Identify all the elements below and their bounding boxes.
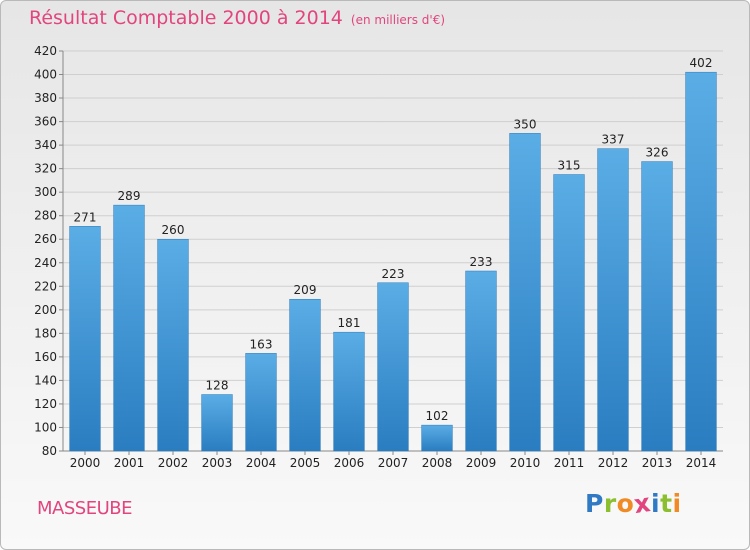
y-tick-label: 220 [34,279,57,293]
x-tick-label-2001: 2001 [114,456,145,470]
x-tick-label-2003: 2003 [202,456,233,470]
data-label-2007: 223 [382,267,405,281]
logo-letter: t [660,489,673,518]
chart-subtitle: (en milliers d'€) [350,13,446,27]
data-label-2011: 315 [558,159,581,173]
data-label-2014: 402 [690,56,713,70]
bar-2003 [201,394,233,452]
bar-2013 [641,161,673,452]
data-label-2000: 271 [74,210,97,224]
logo-letter: i [651,489,661,518]
data-label-2002: 260 [162,223,185,237]
data-label-2010: 350 [514,117,537,131]
commune-name: MASSEUBE [37,498,132,519]
y-tick-label: 180 [34,326,57,340]
bar-2001 [113,204,145,452]
y-tick-label: 340 [34,138,57,152]
data-label-2006: 181 [338,316,361,330]
bar-2005 [289,298,321,452]
chart-title-text: Résultat Comptable 2000 à 2014 [29,7,343,29]
x-tick-label-2013: 2013 [642,456,673,470]
data-label-2003: 128 [206,379,229,393]
y-tick-label: 240 [34,256,57,270]
y-tick-label: 120 [34,397,57,411]
data-label-2001: 289 [118,189,141,203]
bar-2004 [245,353,277,452]
y-tick-label: 400 [34,68,57,82]
data-label-2008: 102 [426,409,449,423]
x-tick-label-2000: 2000 [70,456,101,470]
x-tick-label-2006: 2006 [334,456,365,470]
y-tick-label: 80 [42,444,57,458]
x-tick-label-2009: 2009 [466,456,497,470]
y-tick-label: 420 [34,44,57,58]
x-tick-label-2014: 2014 [686,456,717,470]
x-tick-label-2007: 2007 [378,456,409,470]
data-label-2012: 337 [602,133,625,147]
chart-title: Résultat Comptable 2000 à 2014 (en millie… [29,7,445,29]
data-label-2005: 209 [294,283,317,297]
bar-2009 [465,270,497,452]
bar-2002 [157,238,189,452]
data-label-2009: 233 [470,255,493,269]
y-tick-label: 140 [34,373,57,387]
y-tick-label: 320 [34,162,57,176]
y-tick-label: 200 [34,303,57,317]
bar-2011 [553,174,585,452]
y-tick-label: 260 [34,232,57,246]
data-label-2013: 326 [646,146,669,160]
x-tick-label-2010: 2010 [510,456,541,470]
logo-letter: r [603,489,617,518]
x-tick-label-2004: 2004 [246,456,277,470]
y-axis: 80 100 120 140 160 180 200 220 240 260 280 300 320 34… [34,44,723,458]
bars: 271 289 260 128 163 209 181 223 102 233 350 315 337 3… [69,56,717,452]
x-tick-label-2012: 2012 [598,456,629,470]
y-tick-label: 380 [34,91,57,105]
bar-2014 [685,71,717,452]
proxiti-logo: Proxiti [585,487,682,520]
bar-2000 [69,226,101,452]
logo-letter: o [616,489,635,518]
bar-2012 [597,148,629,452]
logo-letter: i [672,489,682,518]
x-tick-label-2002: 2002 [158,456,189,470]
x-axis-labels: 2000 2001 2002 2003 2004 2005 2006 2007 2008 2009… [70,451,717,470]
data-label-2004: 163 [250,337,273,351]
y-tick-label: 360 [34,115,57,129]
y-tick-label: 160 [34,350,57,364]
y-tick-label: 300 [34,185,57,199]
x-tick-label-2008: 2008 [422,456,453,470]
x-tick-label-2005: 2005 [290,456,321,470]
x-tick-label-2011: 2011 [554,456,585,470]
logo-letter: x [632,487,653,520]
bar-2007 [377,282,409,452]
y-tick-label: 100 [34,420,57,434]
bar-2008 [421,424,453,452]
bar-2006 [333,331,365,452]
y-tick-label: 280 [34,209,57,223]
bar-2010 [509,133,541,452]
logo-letter: P [585,489,604,518]
